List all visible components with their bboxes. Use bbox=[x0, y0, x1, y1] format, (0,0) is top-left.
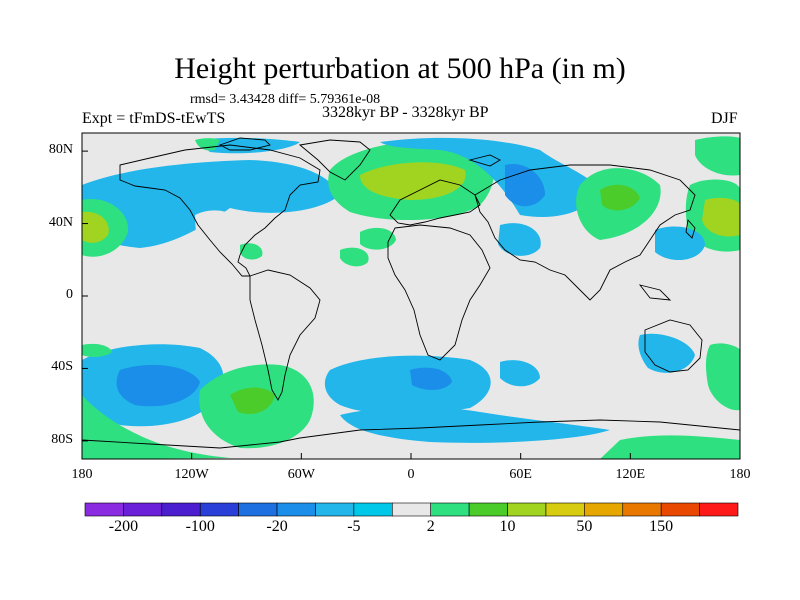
colorbar-label: 2 bbox=[426, 518, 435, 535]
colorbar-swatch bbox=[545, 502, 585, 517]
map-area bbox=[82, 133, 740, 459]
colorbar-label: 10 bbox=[499, 518, 516, 535]
experiment-label: Expt = tFmDS-tEwTS bbox=[82, 110, 226, 127]
stats-line: rmsd= 3.43428 diff= 5.79361e-08 bbox=[190, 92, 381, 107]
lat-tick-label: 0 bbox=[66, 287, 73, 302]
colorbar-swatch bbox=[161, 502, 201, 517]
colorbar-swatch bbox=[468, 502, 508, 517]
lon-tick-label: 180 bbox=[729, 467, 751, 482]
colorbar-swatch bbox=[584, 502, 624, 517]
axis-ticks bbox=[81, 150, 741, 459]
lon-tick-label: 120W bbox=[174, 467, 209, 482]
southern-anomalies bbox=[82, 333, 740, 459]
northern-anomalies bbox=[82, 136, 740, 267]
lon-tick-label: 180 bbox=[71, 467, 93, 482]
period-label: 3328kyr BP - 3328kyr BP bbox=[322, 104, 489, 121]
colorbar-label: -100 bbox=[185, 518, 215, 535]
colorbar-swatch bbox=[238, 502, 278, 517]
colorbar-swatch bbox=[199, 502, 239, 517]
coastlines bbox=[82, 137, 740, 449]
lat-tick-label: 80N bbox=[48, 142, 73, 158]
colorbar-swatch bbox=[507, 502, 547, 517]
lat-tick-label: 80S bbox=[51, 431, 73, 447]
colorbar-swatch bbox=[315, 502, 355, 517]
colorbar-label: -20 bbox=[266, 518, 288, 535]
colorbar-label: -5 bbox=[347, 518, 361, 535]
colorbar-swatch bbox=[123, 502, 163, 517]
lon-tick-label: 60W bbox=[287, 467, 315, 482]
colorbar-swatch bbox=[391, 502, 432, 517]
map-title: Height perturbation at 500 hPa (in m) bbox=[174, 52, 626, 85]
colorbar-swatch bbox=[660, 502, 700, 517]
season-label: DJF bbox=[711, 110, 738, 127]
lon-tick-label: 0 bbox=[407, 467, 415, 482]
colorbar-swatch bbox=[276, 502, 316, 517]
lat-tick-label: 40S bbox=[51, 359, 73, 375]
colorbar-label: 50 bbox=[576, 518, 593, 535]
lat-tick-label: 40N bbox=[48, 214, 73, 230]
colorbar bbox=[84, 502, 739, 517]
lon-tick-label: 120E bbox=[615, 467, 646, 482]
colorbar-swatch bbox=[84, 502, 124, 517]
colorbar-swatch bbox=[353, 502, 393, 517]
colorbar-label: -200 bbox=[108, 518, 139, 535]
colorbar-swatch bbox=[622, 502, 662, 517]
colorbar-label: 150 bbox=[649, 518, 674, 535]
colorbar-swatch bbox=[699, 502, 739, 517]
colorbar-swatch bbox=[430, 502, 470, 517]
lon-tick-label: 60E bbox=[509, 467, 532, 482]
